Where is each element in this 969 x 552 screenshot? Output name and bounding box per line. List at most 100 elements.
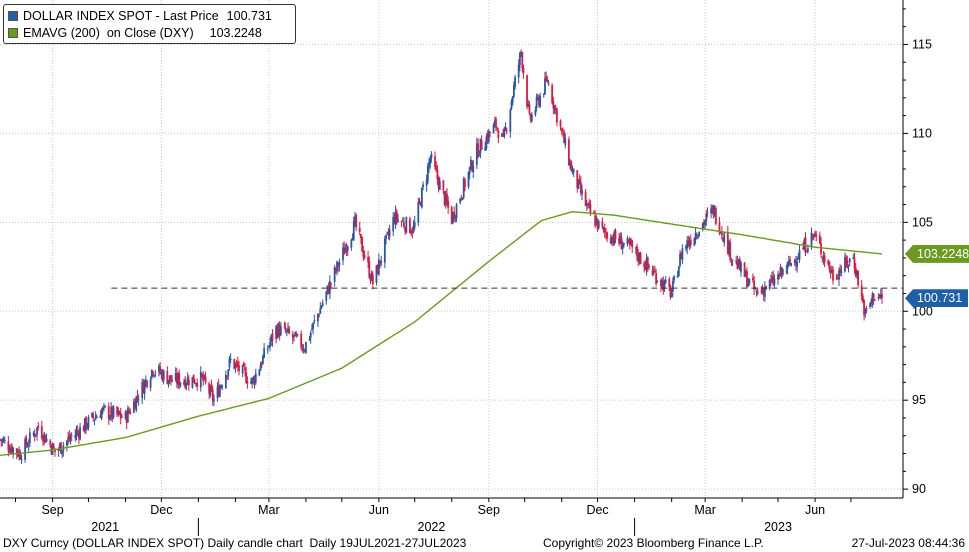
candle-body	[266, 349, 269, 350]
candle-body	[822, 255, 825, 260]
candle-body	[121, 416, 123, 418]
candle-body	[435, 166, 438, 171]
candle-body	[579, 182, 582, 193]
candle-body	[818, 235, 821, 244]
candle-body	[263, 348, 266, 358]
candle-body	[630, 242, 632, 244]
footer: DXY Curncy (DOLLAR INDEX SPOT) Daily can…	[0, 534, 969, 552]
candle-body	[571, 170, 574, 173]
candle-body	[768, 279, 771, 289]
candle-body	[300, 333, 303, 348]
candle-body	[503, 129, 506, 137]
candle-body	[336, 261, 338, 271]
candle-body	[685, 246, 687, 249]
candle-body	[761, 289, 764, 294]
candle-body	[224, 374, 227, 388]
candle-body	[796, 261, 799, 267]
candle-body	[572, 168, 575, 173]
candle-body	[229, 358, 232, 360]
candle-body	[815, 234, 818, 237]
candle-body	[318, 314, 320, 316]
candle-body	[342, 247, 344, 261]
candle-body	[367, 256, 369, 263]
candle-body	[602, 227, 605, 229]
candle-body	[143, 381, 146, 394]
x-tick-label: Jun	[369, 503, 389, 517]
candle-body	[337, 263, 340, 268]
candle-body	[371, 274, 374, 285]
candle-body	[287, 327, 289, 331]
candle-body	[636, 246, 638, 257]
candle-body	[496, 127, 499, 129]
candle-body	[2, 439, 5, 442]
candle-body	[622, 242, 625, 246]
legend-swatch-ema	[8, 28, 18, 38]
candle-body	[50, 445, 53, 454]
candle-body	[49, 440, 52, 445]
candle-body	[343, 247, 346, 255]
candle-body	[854, 267, 857, 276]
candle-body	[166, 370, 169, 384]
candle-body	[567, 139, 570, 166]
candle-body	[861, 295, 864, 303]
candle-body	[276, 326, 279, 338]
candle-body	[587, 203, 589, 205]
candle-body	[619, 235, 622, 244]
candle-body	[743, 263, 746, 278]
candle-body	[857, 271, 859, 286]
candle-body	[517, 64, 520, 78]
candle-body	[790, 263, 793, 266]
candle-body	[612, 238, 614, 243]
candle-body	[303, 351, 306, 352]
candle-body	[835, 278, 838, 280]
candle-body	[518, 52, 521, 66]
candle-body	[308, 338, 311, 340]
candle-body	[174, 372, 177, 381]
candle-body	[769, 279, 772, 281]
candle-body	[82, 427, 85, 432]
candle-body	[878, 294, 881, 297]
candle-body	[95, 416, 98, 419]
candle-body	[688, 241, 691, 246]
candle-body	[0, 439, 3, 442]
candle-body	[288, 328, 291, 334]
axes: 90 95 100 105 110 115 Sep Dec Mar Jun Sep Dec Mar Jun…	[0, 0, 933, 536]
candle-body	[134, 401, 136, 409]
candle-body	[422, 184, 424, 188]
candle-body	[569, 161, 571, 166]
candle-body	[845, 257, 848, 263]
candle-body	[141, 382, 144, 399]
candle-body	[434, 156, 436, 168]
candle-body	[821, 256, 824, 258]
candle-body	[320, 306, 323, 308]
candle-body	[429, 158, 432, 164]
candle-body	[651, 269, 654, 275]
candle-body	[865, 308, 868, 310]
candle-body	[870, 300, 873, 304]
candle-body	[101, 407, 104, 411]
candle-body	[238, 365, 240, 372]
candle-body	[444, 194, 447, 205]
candle-body	[233, 359, 236, 369]
candle-body	[654, 270, 656, 273]
candle-body	[236, 362, 239, 367]
candle-body	[468, 167, 471, 174]
candle-body	[556, 108, 558, 123]
candle-body	[403, 222, 405, 227]
candle-body	[740, 262, 742, 273]
candle-body	[829, 269, 832, 274]
candle-body	[302, 348, 305, 351]
candle-body	[192, 374, 195, 383]
candle-body	[28, 432, 31, 444]
candle-body	[839, 269, 842, 273]
candle-body	[1, 439, 4, 442]
candle-body	[613, 231, 616, 245]
candle-body	[216, 386, 219, 399]
candle-body	[787, 260, 790, 262]
candle-body	[178, 373, 181, 386]
candle-body	[27, 444, 30, 446]
candle-body	[184, 379, 187, 388]
candle-body	[109, 416, 111, 420]
candle-body	[631, 240, 634, 248]
